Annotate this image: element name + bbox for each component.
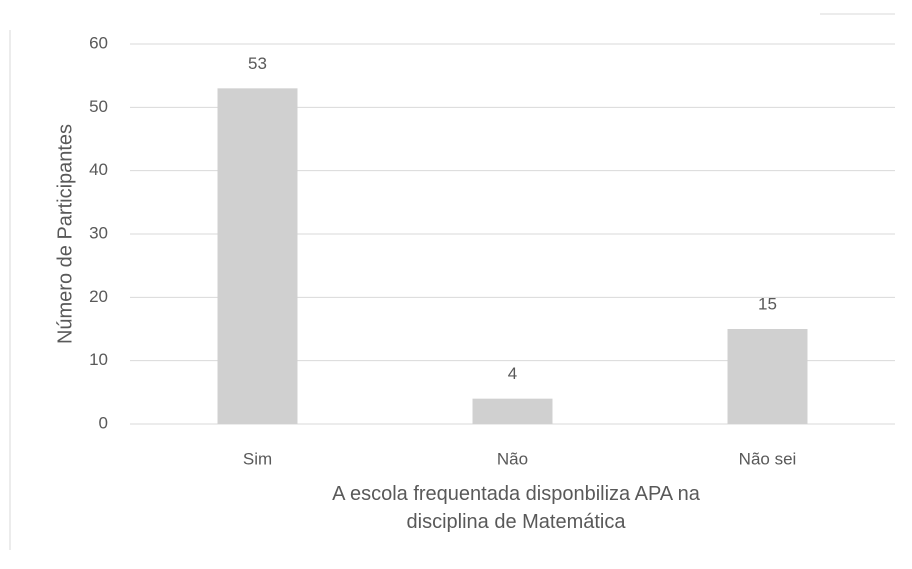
y-tick-label: 30 xyxy=(89,223,108,242)
data-label: 4 xyxy=(508,364,517,383)
y-tick-label: 60 xyxy=(89,33,108,52)
y-tick-label: 20 xyxy=(89,287,108,306)
y-tick-label: 40 xyxy=(89,160,108,179)
data-label: 15 xyxy=(758,294,777,313)
data-label: 53 xyxy=(248,54,267,73)
y-tick-label: 0 xyxy=(99,413,108,432)
bar xyxy=(472,398,553,424)
x-tick-label: Sim xyxy=(243,449,272,468)
bar xyxy=(727,329,808,424)
x-axis-label: A escola frequentada disponbiliza APA na… xyxy=(332,483,700,533)
y-axis-label: Número de Participantes xyxy=(54,124,76,344)
y-tick-label: 10 xyxy=(89,350,108,369)
y-tick-label: 50 xyxy=(89,97,108,116)
x-tick-label: Não sei xyxy=(739,449,797,468)
x-tick-label: Não xyxy=(497,449,528,468)
bar xyxy=(217,88,298,424)
